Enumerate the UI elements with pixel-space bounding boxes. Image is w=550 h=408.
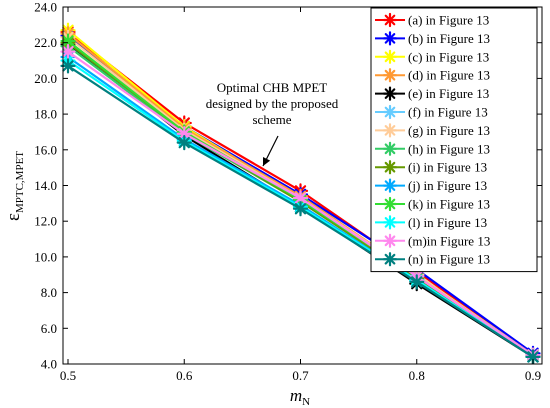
legend-label: (k) in Figure 13 bbox=[408, 197, 490, 212]
legend: (a) in Figure 13 (b) in Figure 13 (c) in F… bbox=[370, 7, 538, 273]
y-axis-label: εMPTC,MPET bbox=[3, 151, 26, 221]
y-tick-label: 12.0 bbox=[34, 214, 57, 229]
legend-label: (d) in Figure 13 bbox=[408, 68, 490, 83]
legend-entry: (n) in Figure 13 bbox=[375, 252, 490, 267]
y-axis-label-main: ε bbox=[3, 213, 24, 221]
x-tick-label: 0.9 bbox=[525, 368, 541, 383]
legend-entry: (b) in Figure 13 bbox=[375, 31, 490, 46]
y-tick-label: 22.0 bbox=[34, 35, 57, 50]
legend-marker bbox=[382, 215, 398, 230]
data-point bbox=[60, 58, 76, 74]
legend-label: (m)in Figure 13 bbox=[408, 233, 490, 248]
legend-entry: (i) in Figure 13 bbox=[375, 160, 487, 175]
legend-entry: (a) in Figure 13 bbox=[375, 13, 489, 28]
y-tick-label: 18.0 bbox=[34, 107, 57, 122]
x-tick-label: 0.5 bbox=[60, 368, 76, 383]
legend-entry: (c) in Figure 13 bbox=[375, 49, 489, 64]
legend-entry: (d) in Figure 13 bbox=[375, 68, 490, 83]
annotation-line: Optimal CHB MPET bbox=[217, 80, 328, 95]
legend-entry: (f) in Figure 13 bbox=[375, 105, 488, 120]
legend-entry: (h) in Figure 13 bbox=[375, 141, 490, 156]
legend-box bbox=[370, 7, 538, 273]
data-point bbox=[409, 274, 425, 290]
legend-label: (b) in Figure 13 bbox=[408, 31, 490, 46]
axes: 4.0 6.0 8.0 10.0 12.0 14.0 16.0 18.0 20.0 22.0 24.… bbox=[3, 0, 543, 408]
legend-marker bbox=[382, 12, 398, 28]
legend-label: (l) in Figure 13 bbox=[408, 215, 487, 230]
legend-marker bbox=[382, 233, 398, 248]
series-group bbox=[60, 22, 541, 365]
legend-marker bbox=[382, 49, 398, 64]
y-tick-label: 8.0 bbox=[41, 285, 57, 300]
y-tick-label: 16.0 bbox=[34, 142, 57, 157]
legend-marker bbox=[382, 123, 398, 138]
y-tick-label: 10.0 bbox=[34, 249, 57, 264]
legend-label: (e) in Figure 13 bbox=[408, 86, 489, 101]
legend-label: (n) in Figure 13 bbox=[408, 252, 490, 267]
legend-entry: (m)in Figure 13 bbox=[375, 233, 490, 248]
legend-marker bbox=[382, 196, 398, 212]
data-point bbox=[176, 135, 192, 151]
legend-label: (a) in Figure 13 bbox=[408, 13, 489, 28]
data-point bbox=[60, 44, 76, 60]
data-point bbox=[176, 126, 192, 142]
y-tick-label: 20.0 bbox=[34, 71, 57, 86]
x-axis-label: mN bbox=[290, 386, 310, 408]
legend-entry: (g) in Figure 13 bbox=[375, 123, 490, 138]
legend-marker bbox=[382, 160, 398, 175]
annotation-line: designed by the proposed bbox=[206, 96, 339, 111]
legend-entry: (j) in Figure 13 bbox=[375, 178, 487, 193]
legend-entry: (e) in Figure 13 bbox=[375, 86, 489, 101]
legend-label: (f) in Figure 13 bbox=[408, 105, 488, 120]
series-13 bbox=[60, 58, 541, 365]
legend-marker bbox=[382, 252, 398, 267]
x-axis-label-sub: N bbox=[302, 396, 310, 408]
legend-entry: (l) in Figure 13 bbox=[375, 215, 487, 230]
x-tick-label: 0.8 bbox=[409, 368, 425, 383]
legend-label: (c) in Figure 13 bbox=[408, 49, 489, 64]
legend-label: (i) in Figure 13 bbox=[408, 160, 487, 175]
y-tick-label: 14.0 bbox=[34, 178, 57, 193]
legend-label: (j) in Figure 13 bbox=[408, 178, 487, 193]
legend-marker bbox=[382, 104, 398, 120]
annotation-line: scheme bbox=[253, 112, 292, 127]
y-tick-label: 24.0 bbox=[34, 0, 57, 15]
legend-label: (h) in Figure 13 bbox=[408, 141, 490, 156]
y-tick-label: 6.0 bbox=[41, 321, 57, 336]
x-tick-label: 0.7 bbox=[292, 368, 309, 383]
legend-marker bbox=[382, 141, 398, 156]
data-point bbox=[292, 201, 309, 217]
y-axis-label-sub: MPTC,MPET bbox=[14, 151, 26, 213]
legend-label: (g) in Figure 13 bbox=[408, 123, 490, 138]
legend-marker bbox=[382, 178, 398, 193]
x-axis-label-main: m bbox=[290, 386, 302, 405]
legend-entry: (k) in Figure 13 bbox=[375, 197, 490, 212]
legend-marker bbox=[382, 31, 398, 46]
annotation-arrowhead bbox=[263, 157, 271, 166]
legend-marker bbox=[382, 86, 398, 101]
x-tick-label: 0.6 bbox=[176, 368, 193, 383]
legend-marker bbox=[382, 68, 398, 83]
y-tick-label: 4.0 bbox=[41, 357, 57, 372]
